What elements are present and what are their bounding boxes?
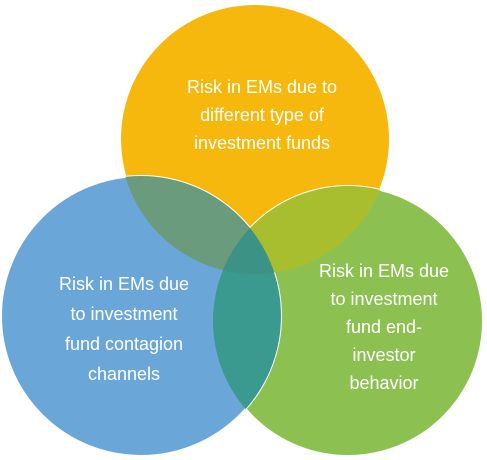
node-label: Risk in EMs due bbox=[319, 261, 449, 281]
overlap-top-right bbox=[213, 186, 390, 274]
node-label: to investment bbox=[70, 304, 177, 324]
node-label: to investment bbox=[330, 289, 437, 309]
node-label: investment funds bbox=[194, 133, 330, 153]
labels: Risk in EMs due to different type of inves… bbox=[59, 77, 449, 393]
node-label: different type of bbox=[200, 105, 325, 125]
node-label: Risk in EMs due to bbox=[187, 77, 337, 97]
node-label: fund contagion bbox=[65, 334, 183, 354]
node-label: Risk in EMs due bbox=[59, 274, 189, 294]
node-label: fund end- bbox=[346, 317, 422, 337]
node-label: channels bbox=[88, 364, 160, 384]
overlap-top-left bbox=[120, 176, 281, 274]
node-label: behavior bbox=[349, 373, 418, 393]
node-label: investor bbox=[352, 345, 415, 365]
